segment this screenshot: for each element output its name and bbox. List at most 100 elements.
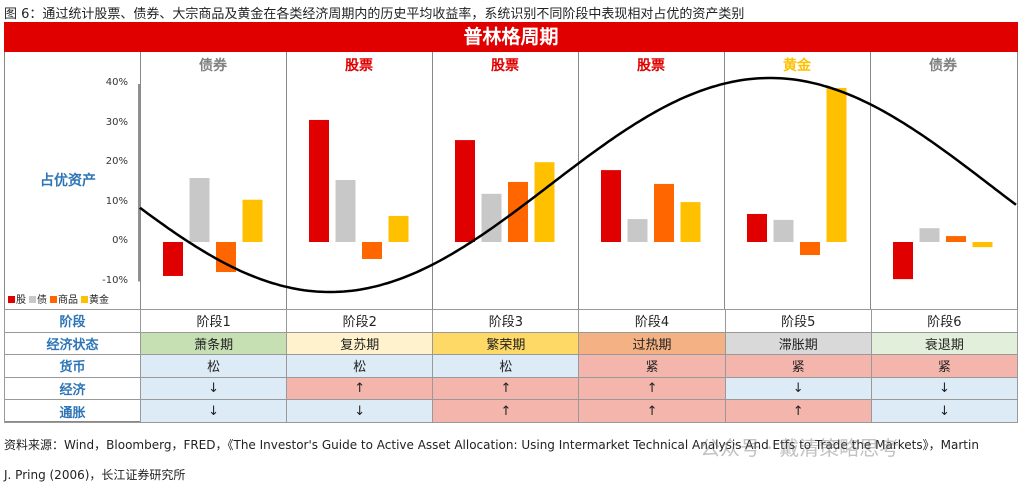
legend-item: 商品 <box>50 291 78 306</box>
table-cell: ↑ <box>724 399 872 423</box>
table-cell: 过热期 <box>578 331 726 356</box>
bar-黄金-阶段1 <box>242 199 263 242</box>
bar-商品-阶段1 <box>216 242 236 273</box>
legend-item: 股 <box>8 291 26 306</box>
dominant-asset-label: 债券 <box>929 58 957 74</box>
table-cell: ↑ <box>578 399 726 423</box>
legend: 股债商品 黄金 <box>8 291 109 306</box>
legend-label: 债 <box>37 295 47 306</box>
row-header: 经济 <box>4 376 141 401</box>
table-cell: 松 <box>286 354 434 378</box>
bar-债-阶段2 <box>335 179 356 242</box>
table-cell: ↓ <box>724 376 872 401</box>
table-cell: ↓ <box>286 399 434 423</box>
table-cell: ↑ <box>578 376 726 401</box>
y-axis-label: 占优资产 <box>40 173 96 189</box>
dominant-asset-label: 股票 <box>345 58 373 74</box>
table-cell: ↑ <box>432 376 580 401</box>
banner-title: 普林格周期 <box>4 22 1018 52</box>
table-row: 经济状态 萧条期 复苏期 繁荣期 过热期 滞胀期 衰退期 <box>4 331 1019 356</box>
dominant-asset-label: 债券 <box>199 58 227 74</box>
table-cell: ↑ <box>286 376 434 401</box>
table-cell: 紧 <box>724 354 872 378</box>
column-divider <box>870 52 871 310</box>
bar-股-阶段4 <box>601 170 621 242</box>
table-cell: 阶段1 <box>139 309 288 333</box>
bar-商品-阶段6 <box>946 236 966 242</box>
table-cell: 阶段6 <box>870 309 1019 333</box>
table-cell: 紧 <box>870 354 1019 378</box>
source-line-2: J. Pring (2006)，长江证券研究所 <box>4 468 186 482</box>
watermark: 公众号 · 戴清策略思考 <box>700 436 900 460</box>
dominant-asset-label: 股票 <box>637 58 665 74</box>
table-cell: 松 <box>139 354 288 378</box>
table-cell: ↓ <box>870 376 1019 401</box>
table-cell: 阶段4 <box>578 309 726 333</box>
dominant-asset-label: 黄金 <box>783 58 811 74</box>
legend-item: 黄金 <box>81 291 109 306</box>
table-cell: ↑ <box>432 399 580 423</box>
y-tick-label: 40% <box>105 77 128 88</box>
column-divider <box>724 52 725 310</box>
figure-caption: 图 6：通过统计股票、债券、大宗商品及黄金在各类经济周期内的历史平均收益率，系统… <box>4 7 745 22</box>
bar-债-阶段1 <box>189 178 210 242</box>
legend-label: 商品 <box>58 295 78 306</box>
legend-item: 债 <box>29 291 47 306</box>
table-row: 阶段 阶段1 阶段2 阶段3 阶段4 阶段5 阶段6 <box>4 309 1019 333</box>
bar-黄金-阶段5 <box>826 87 847 242</box>
row-header: 阶段 <box>4 309 141 333</box>
table-cell: 松 <box>432 354 580 378</box>
bar-商品-阶段5 <box>800 242 820 256</box>
table-cell: ↓ <box>870 399 1019 423</box>
table-cell: 衰退期 <box>870 331 1019 356</box>
table-row: 货币松松松紧紧紧 <box>4 354 1019 378</box>
y-tick-label: 30% <box>105 116 128 128</box>
bar-商品-阶段4 <box>654 183 674 242</box>
bar-黄金-阶段2 <box>388 215 409 242</box>
column-divider <box>432 52 433 310</box>
cycle-curve <box>139 76 1017 294</box>
table-cell: ↓ <box>139 376 288 401</box>
column-divider <box>578 52 579 310</box>
table-cell: 紧 <box>578 354 726 378</box>
source-line-1: 资料来源：Wind，Bloomberg，FRED，《The Investor's… <box>4 438 979 452</box>
bar-商品-阶段2 <box>362 242 382 259</box>
dominant-asset-label: 股票 <box>491 58 519 74</box>
y-tick-label: 10% <box>105 195 128 207</box>
bar-黄金-阶段3 <box>534 162 555 242</box>
table-cell: 阶段2 <box>286 309 434 333</box>
y-tick-label: 20% <box>105 156 128 167</box>
y-tick-label: 0% <box>112 235 128 246</box>
table-cell: 繁荣期 <box>432 331 580 356</box>
table-row: 经济 ↓ ↑ ↑ ↑ ↓ ↓ <box>4 376 1019 401</box>
column-divider <box>140 52 141 310</box>
bar-股-阶段6 <box>893 242 913 280</box>
bar-黄金-阶段4 <box>680 202 701 242</box>
y-tick-label: -10% <box>102 274 128 286</box>
row-header: 货币 <box>4 354 141 378</box>
bar-债-阶段4 <box>627 219 648 242</box>
legend-label: 黄金 <box>89 295 109 306</box>
bar-股-阶段1 <box>163 242 183 276</box>
bar-股-阶段2 <box>309 119 329 242</box>
bar-债-阶段5 <box>773 219 794 242</box>
bar-股-阶段3 <box>455 140 475 242</box>
column-divider <box>286 52 287 310</box>
legend-swatch <box>8 296 15 303</box>
table-cell: 阶段3 <box>432 309 580 333</box>
legend-swatch <box>29 296 36 303</box>
legend-label: 股 <box>16 295 26 306</box>
table-cell: 滞胀期 <box>724 331 872 356</box>
table-cell: ↓ <box>139 399 288 423</box>
bar-chart <box>138 76 1017 294</box>
legend-swatch <box>50 296 57 303</box>
table-cell: 复苏期 <box>286 331 434 356</box>
bar-债-阶段6 <box>919 228 940 242</box>
bar-债-阶段3 <box>481 193 502 242</box>
cycle-table: 阶段 阶段1 阶段2 阶段3 阶段4 阶段5 阶段6 经济状态 萧条期 复苏期 繁荣期 过热期 滞胀期衰… <box>4 309 1019 423</box>
bar-黄金-阶段6 <box>972 242 993 248</box>
row-header: 通胀 <box>4 399 141 423</box>
bar-股-阶段5 <box>747 213 767 242</box>
bar-商品-阶段3 <box>508 181 528 242</box>
legend-swatch <box>81 296 88 303</box>
